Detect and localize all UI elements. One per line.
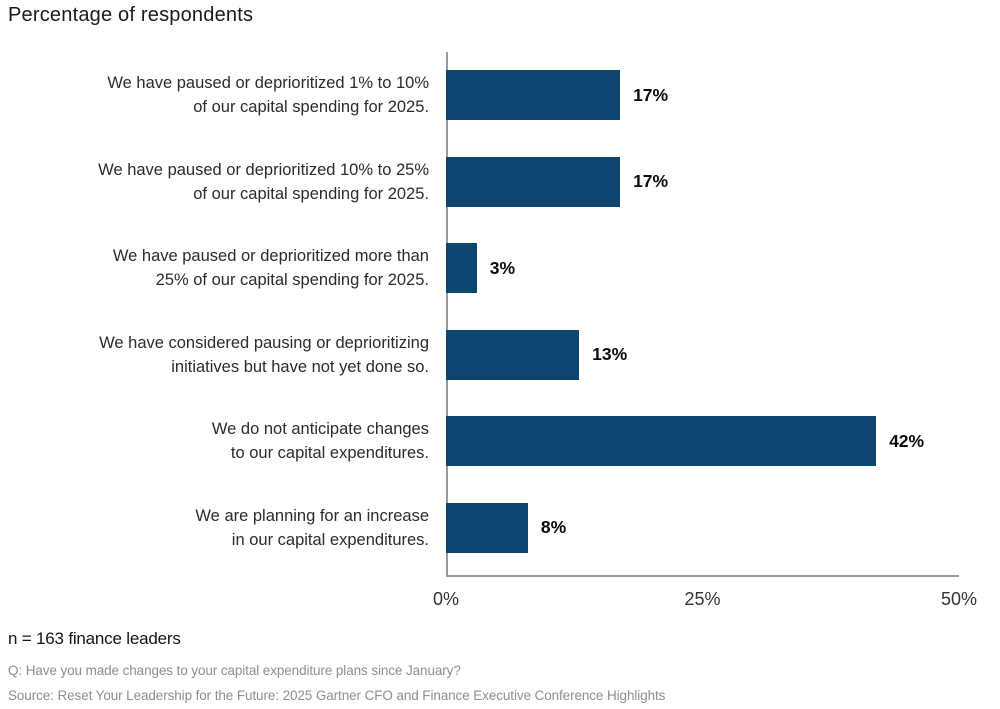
value-label: 3% [489,257,516,278]
category-label: We have paused or deprioritized more tha… [0,244,446,292]
bar-row: We have considered pausing or deprioriti… [0,312,1000,399]
category-label: We have paused or deprioritized 1% to 10… [0,71,446,119]
bar [446,243,477,294]
bar-row: We do not anticipate changes to our capit… [0,398,1000,485]
category-label: We have paused or deprioritized 10% to 2… [0,158,446,206]
category-label-line: We have paused or deprioritized 1% to 10… [107,74,429,93]
bar-row: We have paused or deprioritized 1% to 10… [0,52,1000,139]
category-label-line: to our capital expenditures. [230,444,429,463]
bar-plot-area: 42% [446,416,958,467]
bar-plot-area: 17% [446,70,958,121]
bar [446,416,877,467]
value-label: 17% [633,84,669,105]
bar [446,70,621,121]
bar [446,156,621,207]
x-tick-label: 25% [684,589,721,609]
category-label: We have considered pausing or deprioriti… [0,331,446,379]
x-axis-line [446,575,959,577]
category-label-line: We have paused or deprioritized 10% to 2… [98,160,429,179]
bar-row: We have paused or deprioritized more tha… [0,225,1000,312]
category-label-line: initiatives but have not yet done so. [171,357,429,376]
source-footnote: Source: Reset Your Leadership for the Fu… [8,688,666,703]
bar-plot-area: 3% [446,243,958,294]
category-label-line: in our capital expenditures. [231,530,429,549]
y-axis-line [446,52,448,576]
category-label: We do not anticipate changes to our capit… [0,417,446,465]
bar [446,502,528,553]
category-label-line: of our capital spending for 2025. [193,184,429,203]
bar-rows: We have paused or deprioritized 1% to 10… [0,52,1000,571]
question-footnote: Q: Have you made changes to your capital… [8,663,461,678]
category-label-line: of our capital spending for 2025. [193,98,429,117]
bar-plot-area: 8% [446,502,958,553]
bar-plot-area: 17% [446,156,958,207]
x-tick-label: 50% [940,589,978,609]
bar-row: We have paused or deprioritized 10% to 2… [0,139,1000,226]
bar-row: We are planning for an increase in our ca… [0,485,1000,572]
category-label-line: We have considered pausing or deprioriti… [99,333,429,352]
category-label-line: We have paused or deprioritized more tha… [112,247,429,266]
bar [446,329,580,380]
value-label: 13% [592,344,628,365]
x-tick-label: 0% [432,589,460,609]
value-label: 8% [540,517,567,538]
sample-size-note: n = 163 finance leaders [8,629,181,648]
value-label: 17% [633,171,669,192]
bar-plot-area: 13% [446,329,958,380]
category-label-line: We are planning for an increase [195,506,429,525]
category-label-line: 25% of our capital spending for 2025. [155,271,429,290]
value-label: 42% [889,430,925,451]
category-label: We are planning for an increase in our ca… [0,504,446,552]
x-axis-tick-labels: 0% 25% 50% [433,589,977,613]
category-label-line: We do not anticipate changes [211,420,429,439]
chart-title: Percentage of respondents [8,4,254,26]
